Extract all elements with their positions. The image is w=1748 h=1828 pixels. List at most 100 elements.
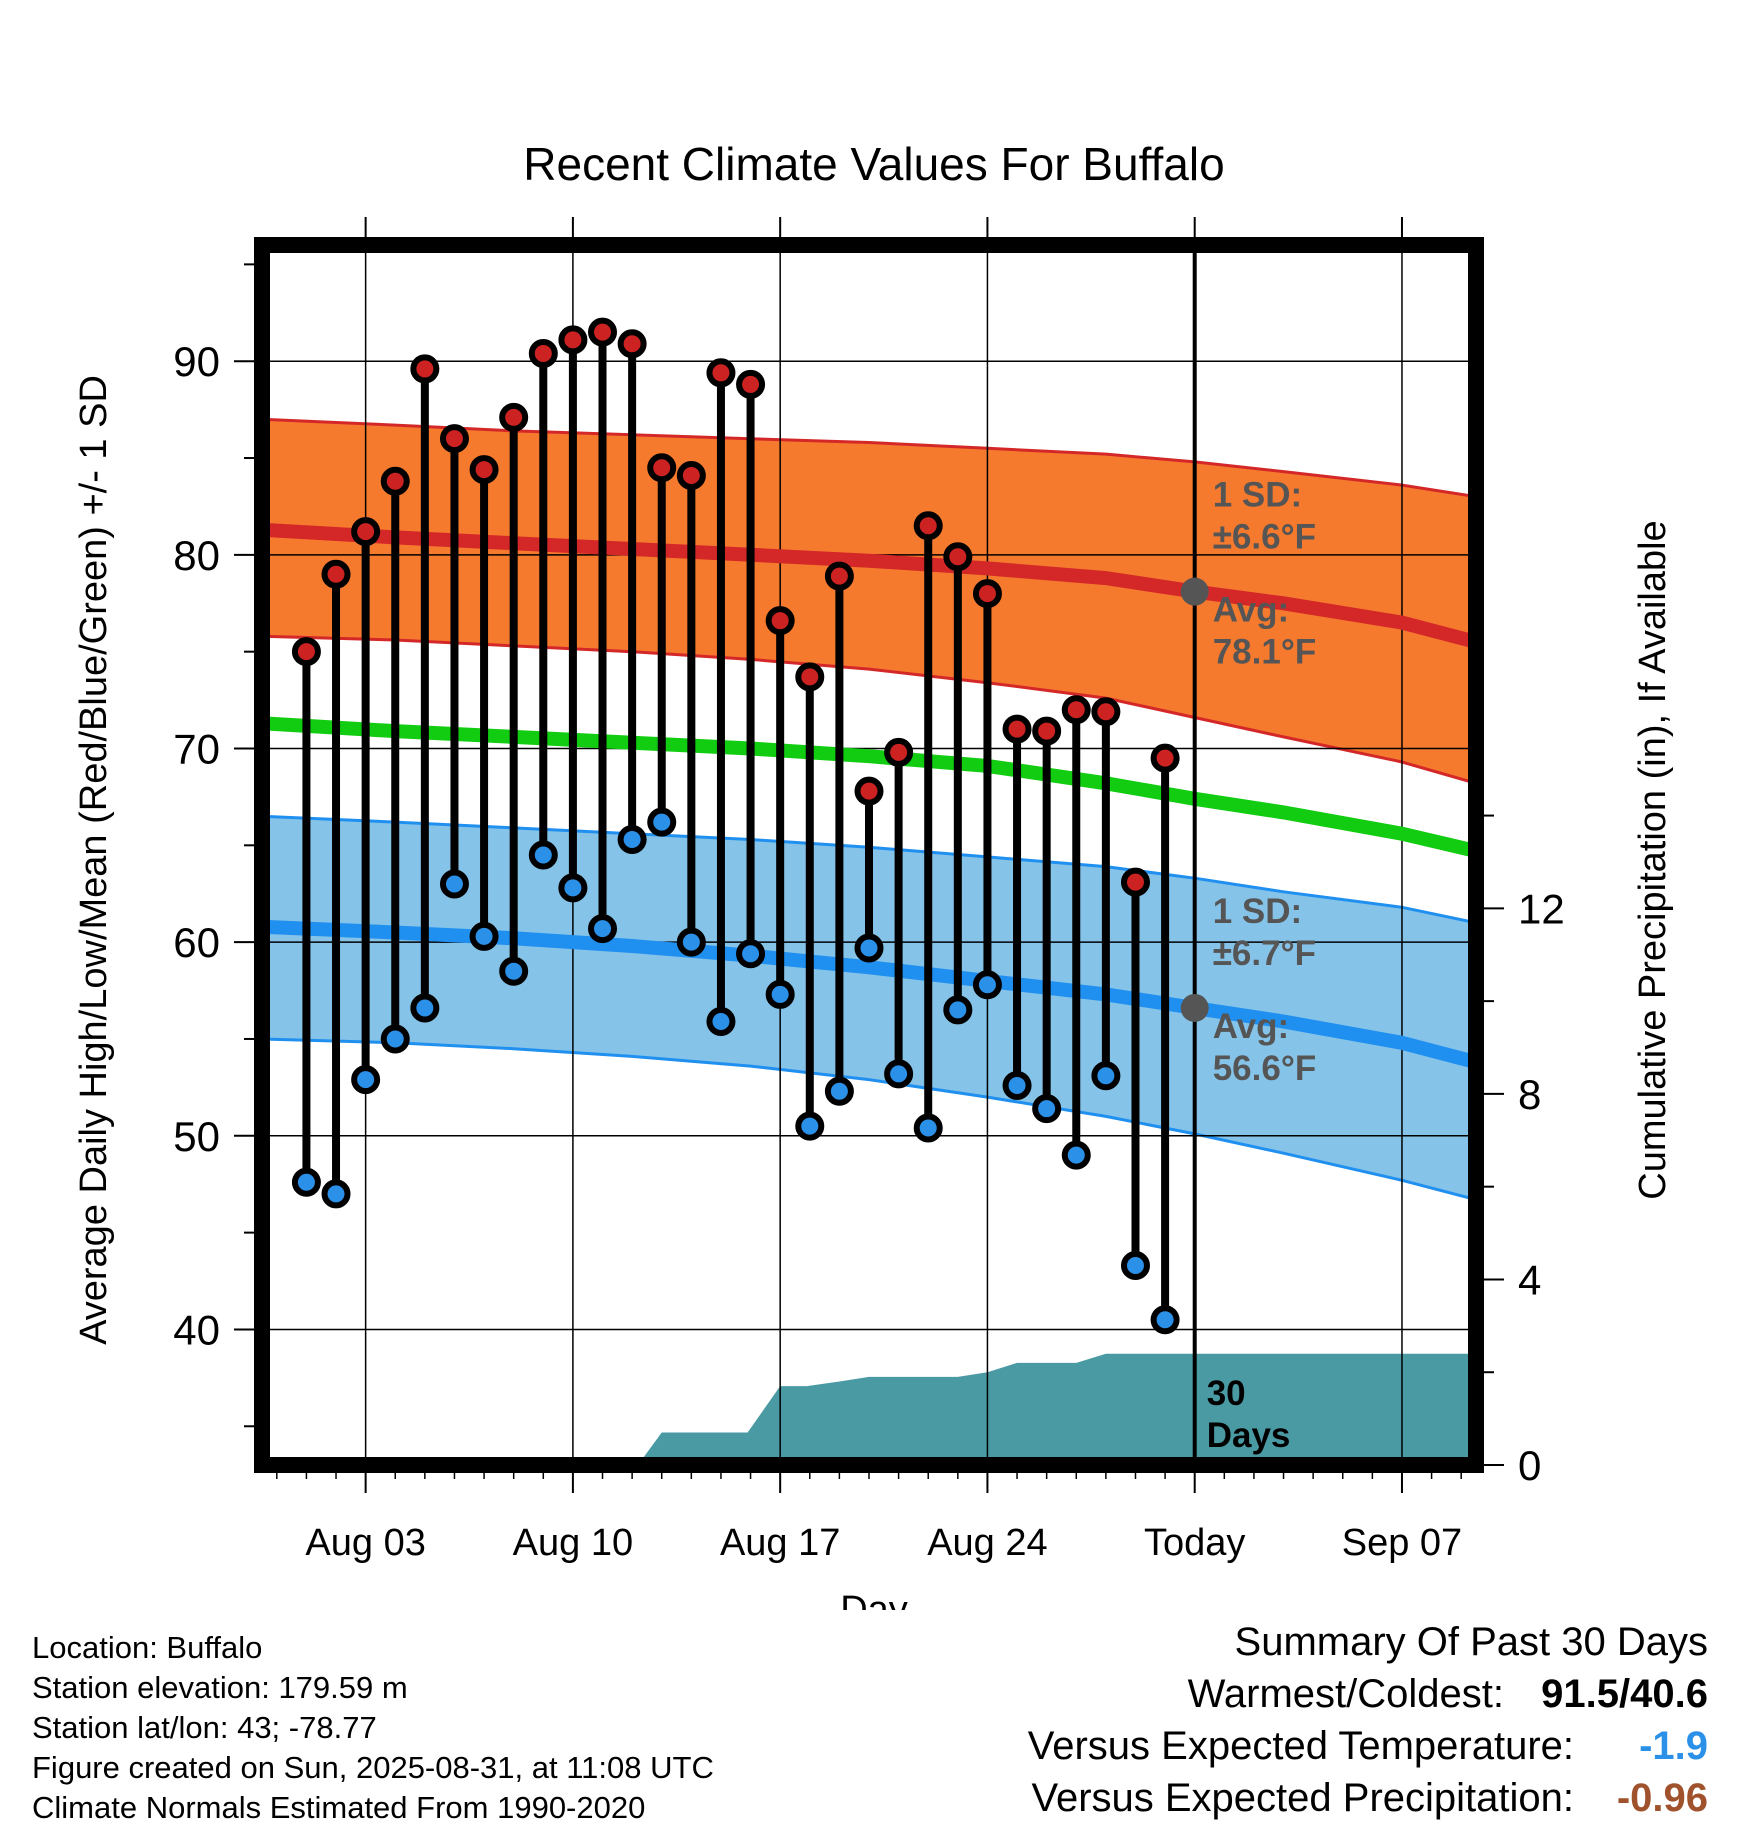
low-point <box>410 993 440 1023</box>
low-point <box>736 939 766 969</box>
low-point <box>854 933 884 963</box>
x-tick-label: Today <box>1144 1522 1245 1564</box>
high-sd-upper-line <box>262 417 1476 499</box>
temperature-departure-row: Versus Expected Temperature: -1.9 <box>1028 1720 1708 1772</box>
high-sd-label: 1 SD: <box>1213 476 1302 515</box>
plot-frame <box>254 237 1484 1473</box>
low-point <box>617 825 647 855</box>
x-tick-label: Sep 07 <box>1342 1522 1462 1564</box>
high-point <box>795 662 825 692</box>
low-point <box>321 1179 351 1209</box>
low-point <box>824 1076 854 1106</box>
low-point <box>1120 1251 1150 1281</box>
precipitation-departure-row: Versus Expected Precipitation: -0.96 <box>1028 1772 1708 1824</box>
days-label-number: 30 <box>1207 1374 1246 1413</box>
high-point <box>765 606 795 636</box>
high-point <box>617 329 647 359</box>
high-point <box>439 424 469 454</box>
low-point <box>972 970 1002 1000</box>
precipitation-area <box>638 1353 1476 1465</box>
x-tick-label: Aug 24 <box>927 1522 1047 1564</box>
temperature-departure-label: Versus Expected Temperature: <box>1027 1724 1574 1768</box>
low-point <box>706 1007 736 1037</box>
high-point <box>1091 697 1121 727</box>
low-point <box>499 956 529 986</box>
precipitation-departure-label: Versus Expected Precipitation: <box>1031 1776 1574 1820</box>
today-high-avg-marker <box>1180 577 1209 606</box>
summary-title: Summary Of Past 30 Days <box>1234 1620 1708 1664</box>
warmest-coldest-value: 91.5/40.6 <box>1541 1672 1708 1716</box>
x-tick-label: Aug 10 <box>513 1522 633 1564</box>
high-point <box>854 776 884 806</box>
high-avg-value: 78.1°F <box>1213 633 1317 672</box>
x-tick-label: Aug 03 <box>305 1522 425 1564</box>
high-point <box>943 542 973 572</box>
high-point <box>321 559 351 589</box>
chart-title: Recent Climate Values For Buffalo <box>523 138 1224 190</box>
y2-tick-label: 4 <box>1518 1256 1541 1303</box>
normals-text: Climate Normals Estimated From 1990-2020 <box>32 1790 646 1825</box>
low-point <box>1091 1061 1121 1091</box>
high-point <box>706 358 736 388</box>
y-tick-label: 40 <box>173 1306 220 1353</box>
x-tick-label: Aug 17 <box>720 1522 840 1564</box>
high-sd-value: ±6.6°F <box>1213 518 1316 557</box>
high-point <box>676 460 706 490</box>
low-point <box>1061 1140 1091 1170</box>
y2-tick-label: 12 <box>1518 885 1565 932</box>
high-point <box>380 466 410 496</box>
high-point <box>499 402 529 432</box>
high-point <box>1120 867 1150 897</box>
high-sd-band <box>262 419 1476 784</box>
high-point <box>1061 695 1091 725</box>
low-point <box>528 840 558 870</box>
high-point <box>588 317 618 347</box>
low-point <box>647 807 677 837</box>
low-point <box>351 1065 381 1095</box>
low-point <box>380 1024 410 1054</box>
precipitation-departure-value: -0.96 <box>1616 1776 1708 1820</box>
high-point <box>1032 716 1062 746</box>
low-point <box>676 927 706 957</box>
y2-axis-label: Cumulative Precipitation (in), If Availa… <box>1632 520 1674 1199</box>
y-tick-label: 80 <box>173 532 220 579</box>
low-point <box>913 1113 943 1143</box>
y2-tick-label: 0 <box>1518 1442 1541 1489</box>
y-tick-label: 50 <box>173 1113 220 1160</box>
x-axis-label: Day <box>840 1589 908 1610</box>
warmest-coldest-label: Warmest/Coldest: <box>1187 1672 1504 1716</box>
low-sd-band <box>262 816 1476 1200</box>
low-point <box>469 921 499 951</box>
high-point <box>291 637 321 667</box>
y-tick-label: 60 <box>173 919 220 966</box>
high-point <box>824 561 854 591</box>
high-point <box>1150 743 1180 773</box>
low-point <box>943 995 973 1025</box>
y2-tick-label: 8 <box>1518 1071 1541 1118</box>
plot-inner <box>262 245 1476 1465</box>
low-point <box>1002 1070 1032 1100</box>
low-point <box>291 1167 321 1197</box>
low-avg-label: Avg: <box>1213 1007 1289 1046</box>
location-text: Location: Buffalo <box>32 1630 263 1665</box>
low-sd-value: ±6.7°F <box>1213 934 1316 973</box>
low-point <box>795 1111 825 1141</box>
low-point <box>588 914 618 944</box>
low-point <box>765 979 795 1009</box>
high-point <box>469 455 499 485</box>
low-point <box>1150 1305 1180 1335</box>
high-point <box>558 325 588 355</box>
elevation-text: Station elevation: 179.59 m <box>32 1670 408 1705</box>
y-tick-label: 90 <box>173 338 220 385</box>
high-point <box>972 579 1002 609</box>
high-point <box>528 338 558 368</box>
created-text: Figure created on Sun, 2025-08-31, at 11… <box>32 1750 714 1785</box>
temperature-departure-value: -1.9 <box>1639 1724 1708 1768</box>
low-point <box>558 873 588 903</box>
summary-panel: Summary Of Past 30 Days Warmest/Coldest:… <box>1028 1616 1708 1824</box>
low-point <box>1032 1094 1062 1124</box>
low-point <box>884 1059 914 1089</box>
high-point <box>913 511 943 541</box>
low-point <box>439 869 469 899</box>
high-point <box>410 354 440 384</box>
